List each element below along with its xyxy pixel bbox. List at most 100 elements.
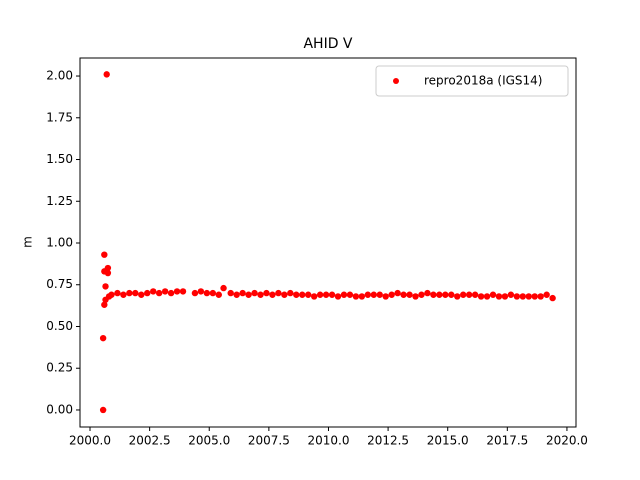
- y-tick-label: 2.00: [46, 69, 73, 83]
- point: [150, 288, 157, 295]
- x-tick-label: 2012.5: [367, 434, 409, 448]
- point: [275, 289, 282, 297]
- y-tick-label: 0.75: [46, 277, 73, 291]
- point: [197, 288, 205, 295]
- point: [167, 289, 175, 297]
- point: [358, 293, 366, 300]
- point: [104, 269, 112, 277]
- point: [316, 291, 324, 298]
- point: [370, 291, 377, 298]
- y-tick-label: 1.50: [46, 152, 73, 166]
- point: [328, 291, 336, 298]
- point: [220, 284, 227, 292]
- point: [406, 291, 413, 298]
- point: [293, 291, 300, 298]
- point: [400, 291, 407, 298]
- y-tick-label: 0.25: [46, 361, 73, 375]
- point: [103, 71, 110, 78]
- point: [346, 291, 354, 298]
- plot-frame: [79, 57, 577, 428]
- point: [394, 289, 401, 297]
- legend-marker: [393, 78, 399, 84]
- point: [120, 291, 127, 298]
- point: [460, 291, 467, 298]
- point: [173, 288, 181, 295]
- point: [495, 293, 503, 300]
- point: [448, 291, 455, 298]
- point: [132, 289, 139, 297]
- point: [388, 291, 395, 298]
- point: [209, 289, 217, 297]
- x-tick-label: 2005.0: [188, 434, 230, 448]
- point: [245, 291, 252, 298]
- point: [412, 293, 419, 300]
- point: [418, 291, 425, 298]
- point: [465, 291, 473, 298]
- point: [102, 283, 109, 290]
- point: [334, 293, 342, 300]
- point: [549, 294, 556, 302]
- x-tick-label: 2020.0: [546, 434, 588, 448]
- y-tick-label: 0.00: [46, 402, 73, 416]
- point: [239, 289, 246, 297]
- point: [531, 293, 538, 300]
- point: [233, 291, 240, 298]
- point: [537, 293, 544, 300]
- legend-label: repro2018a (IGS14): [424, 74, 542, 88]
- chart-title: AHID V: [303, 36, 352, 52]
- point: [436, 291, 443, 298]
- point: [138, 291, 145, 298]
- point: [513, 293, 521, 300]
- point: [215, 291, 222, 298]
- point: [191, 289, 199, 297]
- x-tick-label: 2017.5: [486, 434, 528, 448]
- point: [203, 289, 211, 297]
- point: [501, 293, 509, 300]
- point: [483, 293, 491, 300]
- point: [299, 291, 306, 298]
- x-tick-label: 2015.0: [427, 434, 469, 448]
- point: [99, 334, 107, 342]
- point: [424, 289, 431, 297]
- point: [269, 291, 276, 298]
- point: [340, 291, 348, 298]
- point: [257, 291, 264, 298]
- x-tick-label: 2002.5: [129, 434, 171, 448]
- point: [352, 293, 360, 300]
- point: [477, 293, 485, 300]
- point: [126, 289, 133, 297]
- x-tick-label: 2010.0: [307, 434, 349, 448]
- point: [507, 291, 515, 298]
- point: [108, 291, 115, 298]
- point: [99, 406, 107, 414]
- point: [543, 291, 550, 298]
- point: [179, 288, 187, 295]
- y-tick-label: 1.00: [46, 236, 73, 250]
- point: [376, 291, 383, 298]
- point: [489, 291, 497, 298]
- point: [227, 289, 234, 297]
- y-axis-label: m: [21, 236, 35, 248]
- point: [263, 289, 270, 297]
- point: [525, 293, 532, 300]
- point: [310, 293, 318, 300]
- point: [101, 301, 108, 308]
- point: [364, 291, 372, 298]
- point: [144, 289, 151, 297]
- y-tick-label: 1.25: [46, 194, 73, 208]
- point: [322, 291, 330, 298]
- point: [442, 291, 449, 298]
- point: [382, 293, 389, 300]
- y-tick-label: 1.75: [46, 110, 73, 124]
- point: [101, 251, 108, 258]
- point: [251, 289, 258, 297]
- point: [114, 289, 121, 297]
- point: [454, 293, 461, 300]
- point: [519, 293, 527, 300]
- x-tick-label: 2000.0: [69, 434, 111, 448]
- point: [281, 291, 288, 298]
- point: [287, 289, 294, 297]
- point: [104, 264, 112, 272]
- point: [305, 291, 312, 298]
